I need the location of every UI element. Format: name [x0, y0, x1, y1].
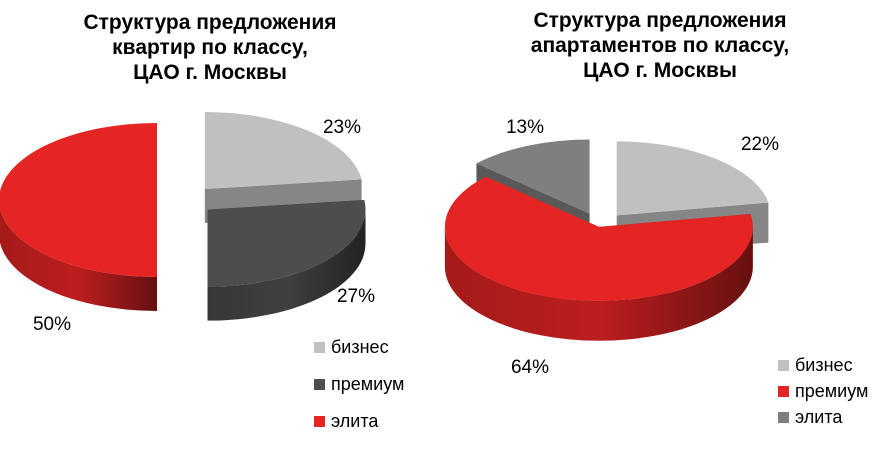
chart2-title-line: апартаментов по классу, — [530, 34, 790, 57]
pie-data-label: 23% — [323, 117, 361, 138]
pie-slice-rim — [444, 226, 753, 341]
pie-slice-элита — [0, 123, 157, 277]
legend-label: бизнес — [795, 355, 853, 375]
pie-slice-rim — [0, 208, 157, 311]
pie-data-label: 50% — [33, 314, 71, 335]
chart2-title-line: ЦАО г. Москвы — [583, 59, 737, 82]
chart1-title-line: Структура предложения — [83, 11, 337, 34]
legend-label: элита — [331, 411, 379, 431]
pie-legend: бизнес премиум элита — [778, 355, 868, 427]
pie-slice-бизнес — [204, 112, 362, 190]
legend-label: премиум — [795, 381, 868, 401]
pie-data-label: 64% — [511, 357, 549, 378]
legend-swatch — [778, 360, 789, 371]
legend-label: бизнес — [331, 337, 389, 357]
legend-swatch — [314, 342, 325, 353]
pie-slice-премиум — [207, 200, 366, 287]
chart2-title: Структура предложения апартаментов по кл… — [480, 8, 840, 83]
legend-swatch — [778, 386, 789, 397]
pie-chart-1: 23% 27% 50% бизнес премиум элита — [0, 112, 404, 431]
pie-slice-премиум — [444, 176, 753, 301]
chart1-title-line: квартир по классу, — [112, 36, 308, 59]
pie-chart-2: 22% 64% 13% бизнес премиум элита — [444, 117, 868, 427]
pie-data-label: 22% — [741, 134, 779, 155]
legend-swatch — [778, 412, 789, 423]
chart2-title-line: Структура предложения — [533, 9, 787, 32]
legend-label: элита — [795, 407, 843, 427]
pie-slice-элита — [476, 139, 590, 214]
legend-swatch — [314, 379, 325, 390]
chart1-title: Структура предложения квартир по классу,… — [40, 10, 380, 85]
pie-data-label: 27% — [337, 286, 375, 307]
pie-slice-side — [0, 208, 157, 311]
pie-legend: бизнес премиум элита — [314, 337, 404, 431]
pie-data-label: 13% — [506, 117, 544, 138]
chart1-title-line: ЦАО г. Москвы — [133, 61, 287, 84]
pie-slice-rim — [207, 209, 366, 321]
legend-swatch — [314, 416, 325, 427]
pie-slice-бизнес — [616, 141, 769, 216]
legend-label: премиум — [331, 374, 404, 394]
